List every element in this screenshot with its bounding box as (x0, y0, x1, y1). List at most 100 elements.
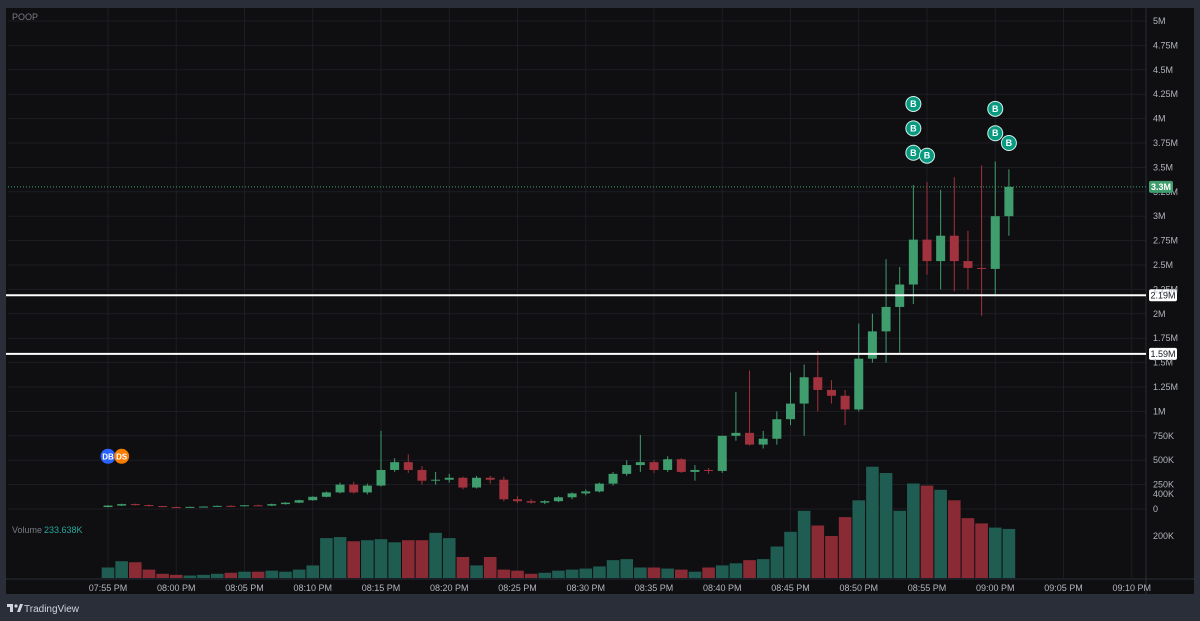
candle[interactable] (280, 502, 290, 505)
candle[interactable] (854, 323, 864, 412)
candle[interactable] (553, 496, 563, 503)
candle[interactable] (458, 476, 468, 490)
candle[interactable] (1004, 169, 1014, 236)
candle[interactable] (349, 481, 359, 494)
trade-marker-b[interactable]: B (905, 95, 922, 112)
candle-body (676, 459, 686, 472)
trade-marker-b[interactable]: B (905, 144, 922, 161)
candle[interactable] (431, 471, 441, 485)
candle[interactable] (936, 189, 946, 290)
candle[interactable] (758, 430, 768, 449)
candle[interactable] (977, 165, 987, 316)
candle[interactable] (608, 471, 618, 486)
candle[interactable] (444, 473, 454, 483)
candle[interactable] (908, 184, 918, 305)
candle[interactable] (267, 503, 277, 507)
candle[interactable] (240, 505, 249, 507)
candle[interactable] (130, 503, 140, 506)
trade-marker-b[interactable]: B (919, 147, 935, 164)
candle[interactable] (185, 506, 195, 508)
candle-body (212, 505, 222, 507)
volume-bar (988, 527, 1002, 578)
candle[interactable] (472, 475, 482, 489)
candle[interactable] (786, 372, 795, 426)
trade-marker-b[interactable]: B (987, 125, 1004, 142)
candle-body (608, 473, 618, 484)
candle[interactable] (417, 466, 427, 485)
trade-marker-b[interactable]: B (1000, 135, 1017, 151)
candle[interactable] (294, 499, 304, 504)
candle[interactable] (499, 476, 509, 502)
volume-bars (101, 466, 1016, 578)
candle[interactable] (103, 505, 113, 508)
time-tick-label: 09:00 PM (976, 583, 1015, 593)
candle[interactable] (745, 370, 755, 446)
horizontal-line-badge (1149, 347, 1177, 360)
candle[interactable] (731, 391, 741, 441)
candle[interactable] (990, 161, 1000, 295)
candle[interactable] (513, 496, 522, 504)
candle[interactable] (540, 500, 550, 505)
trade-marker-ds[interactable]: DS (114, 448, 130, 464)
candle[interactable] (376, 430, 386, 487)
candle[interactable] (649, 460, 659, 473)
candle[interactable] (308, 496, 318, 501)
candle[interactable] (226, 505, 236, 507)
candle[interactable] (704, 468, 714, 474)
candle[interactable] (335, 482, 345, 494)
candle[interactable] (212, 505, 222, 507)
volume-bar (129, 562, 142, 578)
candle[interactable] (717, 435, 727, 473)
time-axis[interactable]: 07:55 PM 08:00 PM 08:05 PM 08:10 PM 08:15 PM… (89, 583, 1151, 593)
candle[interactable] (826, 380, 836, 404)
candle[interactable] (390, 458, 400, 472)
candle[interactable] (949, 177, 959, 292)
trade-marker-b[interactable]: B (987, 100, 1004, 117)
candle[interactable] (158, 505, 168, 508)
candle[interactable] (581, 489, 591, 496)
candle[interactable] (813, 350, 823, 412)
candle[interactable] (253, 504, 263, 507)
candle[interactable] (321, 491, 331, 498)
candle[interactable] (963, 230, 973, 290)
candle[interactable] (567, 492, 577, 500)
candle[interactable] (922, 182, 932, 275)
volume-bar (361, 540, 374, 578)
candle-body (540, 501, 550, 503)
trade-marker-label: B (910, 123, 917, 133)
volume-bar (675, 569, 688, 578)
candle[interactable] (485, 475, 495, 484)
candle[interactable] (663, 456, 673, 472)
candle[interactable] (635, 434, 645, 472)
candle[interactable] (594, 482, 604, 493)
tradingview-logo[interactable]: TradingView (7, 604, 80, 615)
candle[interactable] (676, 458, 686, 473)
volume-bar (756, 559, 770, 578)
candle-body (158, 506, 168, 508)
trade-marker-db[interactable]: DB (100, 448, 116, 464)
candle[interactable] (362, 483, 372, 495)
trade-marker-icon (987, 125, 1004, 142)
candle[interactable] (403, 454, 413, 473)
candle[interactable] (144, 504, 154, 507)
candle[interactable] (690, 465, 700, 481)
candle[interactable] (526, 499, 536, 504)
candle[interactable] (622, 460, 632, 476)
horizontal-lines[interactable]: 2.19M 1.59M (6, 289, 1177, 360)
trade-marker-b[interactable]: B (905, 120, 922, 137)
candle[interactable] (840, 389, 850, 426)
candle[interactable] (117, 503, 127, 507)
candle[interactable] (171, 506, 181, 509)
candle[interactable] (799, 364, 809, 436)
candle-body (867, 331, 877, 359)
time-tick-label: 08:30 PM (566, 583, 605, 593)
candles[interactable] (103, 161, 1014, 509)
price-axis[interactable]: 0 250K 500K 750K 1M 1.25M 1.5M 1.75M 2M 2.25M 2.5M… (1149, 16, 1178, 541)
candle[interactable] (199, 506, 209, 508)
volume-bar (770, 546, 784, 578)
candle-body (335, 484, 345, 493)
candle[interactable] (881, 259, 891, 363)
candle[interactable] (772, 411, 782, 445)
